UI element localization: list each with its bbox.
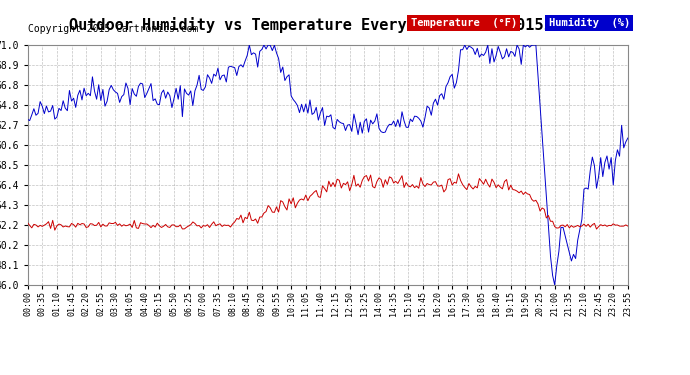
- Text: Copyright 2015 Cartronics.com: Copyright 2015 Cartronics.com: [28, 24, 198, 34]
- Text: Outdoor Humidity vs Temperature Every 5 Minutes 20151002: Outdoor Humidity vs Temperature Every 5 …: [69, 17, 580, 33]
- Text: Temperature  (°F): Temperature (°F): [411, 18, 517, 28]
- Text: Humidity  (%): Humidity (%): [549, 18, 630, 28]
